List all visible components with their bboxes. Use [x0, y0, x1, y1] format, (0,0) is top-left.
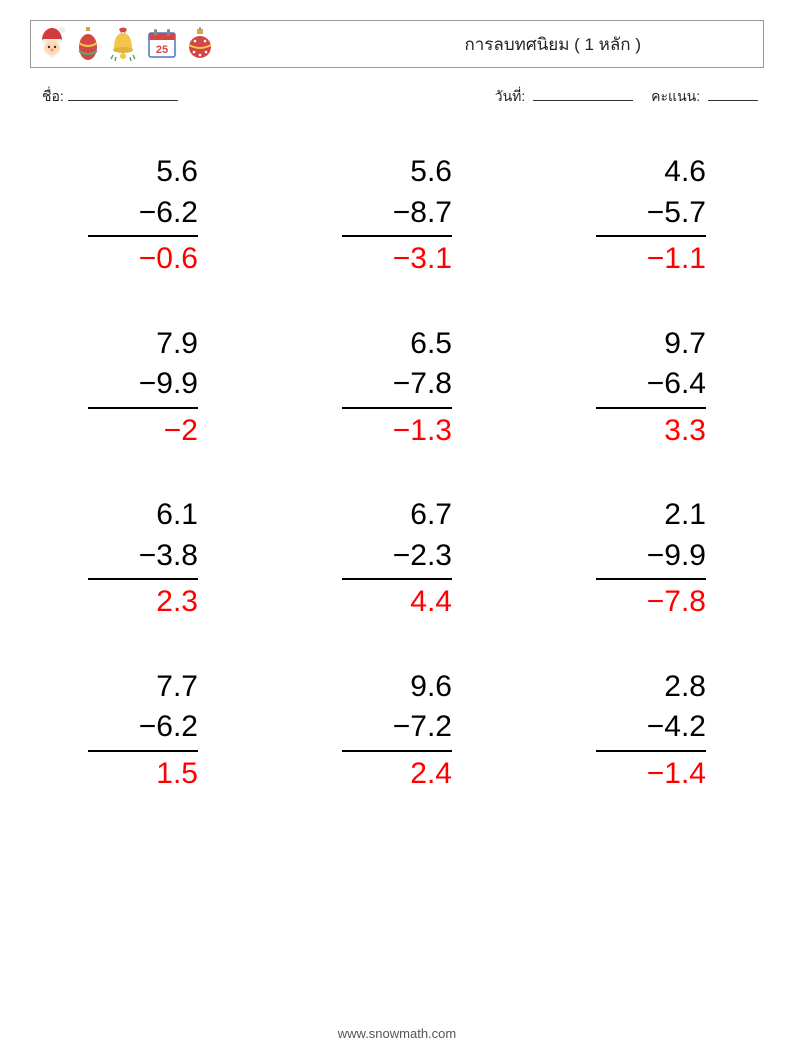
name-blank[interactable] — [68, 87, 178, 101]
subtrahend: −7.8 — [342, 364, 452, 409]
minuend: 4.6 — [596, 152, 706, 193]
minuend: 7.9 — [88, 324, 198, 365]
minuend: 2.1 — [596, 495, 706, 536]
minuend: 9.7 — [596, 324, 706, 365]
header-box: 25 การลบทศนิยม ( 1 หลัก ) — [30, 20, 764, 68]
answer: 3.3 — [596, 409, 706, 452]
minuend: 7.7 — [88, 667, 198, 708]
minuend: 6.7 — [342, 495, 452, 536]
worksheet-title: การลบทศนิยม ( 1 หลัก ) — [464, 31, 751, 58]
answer: 4.4 — [342, 580, 452, 623]
answer: −7.8 — [596, 580, 706, 623]
problem: 2.8 −4.2 −1.4 — [596, 667, 706, 795]
answer: −2 — [88, 409, 198, 452]
score-blank[interactable] — [708, 87, 758, 101]
problem: 2.1 −9.9 −7.8 — [596, 495, 706, 623]
answer: −1.3 — [342, 409, 452, 452]
subtrahend: −9.9 — [596, 536, 706, 581]
problem: 9.6 −7.2 2.4 — [342, 667, 452, 795]
ball-ornament-icon — [187, 27, 213, 61]
header-icons: 25 — [37, 26, 213, 62]
worksheet-page: 25 การลบทศนิยม ( 1 หลัก ) ชื่อ: วันที่: — [0, 0, 794, 1053]
info-row: ชื่อ: วันที่: คะแนน: — [30, 86, 764, 108]
svg-text:25: 25 — [156, 44, 168, 56]
answer: −0.6 — [88, 237, 198, 280]
problem: 5.6 −6.2 −0.6 — [88, 152, 198, 280]
name-field: ชื่อ: — [42, 86, 178, 108]
answer: −1.4 — [596, 752, 706, 795]
problem: 7.7 −6.2 1.5 — [88, 667, 198, 795]
date-blank[interactable] — [533, 87, 633, 101]
problem: 5.6 −8.7 −3.1 — [342, 152, 452, 280]
subtrahend: −8.7 — [342, 193, 452, 238]
bell-icon — [109, 27, 137, 61]
minuend: 9.6 — [342, 667, 452, 708]
minuend: 5.6 — [342, 152, 452, 193]
problems-grid: 5.6 −6.2 −0.6 5.6 −8.7 −3.1 4.6 −5.7 −1.… — [30, 152, 764, 794]
subtrahend: −4.2 — [596, 707, 706, 752]
score-field: คะแนน: — [651, 86, 758, 108]
date-label: วันที่: — [495, 88, 526, 104]
subtrahend: −5.7 — [596, 193, 706, 238]
calendar-25-icon: 25 — [147, 27, 177, 61]
answer: −3.1 — [342, 237, 452, 280]
problem: 6.5 −7.8 −1.3 — [342, 324, 452, 452]
date-field: วันที่: — [495, 86, 633, 108]
minuend: 6.1 — [88, 495, 198, 536]
minuend: 5.6 — [88, 152, 198, 193]
minuend: 6.5 — [342, 324, 452, 365]
problem: 9.7 −6.4 3.3 — [596, 324, 706, 452]
subtrahend: −9.9 — [88, 364, 198, 409]
score-label: คะแนน: — [651, 88, 700, 104]
problem: 6.7 −2.3 4.4 — [342, 495, 452, 623]
problem: 6.1 −3.8 2.3 — [88, 495, 198, 623]
subtrahend: −7.2 — [342, 707, 452, 752]
name-label: ชื่อ: — [42, 86, 64, 108]
subtrahend: −6.4 — [596, 364, 706, 409]
answer: −1.1 — [596, 237, 706, 280]
footer-url: www.snowmath.com — [0, 1026, 794, 1041]
santa-icon — [37, 26, 67, 62]
answer: 2.4 — [342, 752, 452, 795]
answer: 1.5 — [88, 752, 198, 795]
subtrahend: −6.2 — [88, 707, 198, 752]
problem: 4.6 −5.7 −1.1 — [596, 152, 706, 280]
minuend: 2.8 — [596, 667, 706, 708]
subtrahend: −6.2 — [88, 193, 198, 238]
egg-ornament-icon — [77, 27, 99, 61]
problem: 7.9 −9.9 −2 — [88, 324, 198, 452]
answer: 2.3 — [88, 580, 198, 623]
subtrahend: −2.3 — [342, 536, 452, 581]
subtrahend: −3.8 — [88, 536, 198, 581]
